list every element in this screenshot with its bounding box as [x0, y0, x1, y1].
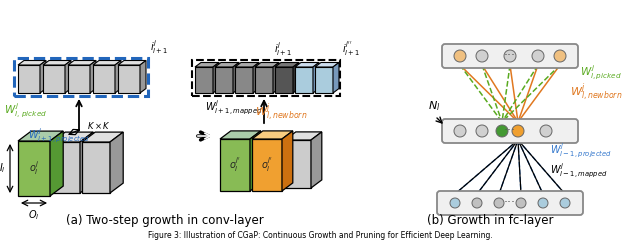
- Polygon shape: [253, 62, 259, 93]
- Polygon shape: [250, 131, 261, 191]
- Circle shape: [494, 198, 504, 208]
- Polygon shape: [18, 65, 40, 93]
- Text: $o^{j'}_{l}$: $o^{j'}_{l}$: [261, 156, 273, 174]
- Polygon shape: [18, 141, 50, 196]
- Polygon shape: [282, 131, 293, 191]
- Polygon shape: [213, 62, 219, 93]
- Text: $W^{j}_{l-1,projected}$: $W^{j}_{l-1,projected}$: [550, 142, 612, 160]
- Text: $W^{j}_{l,\,picked}$: $W^{j}_{l,\,picked}$: [4, 102, 47, 120]
- Text: (b) Growth in fc-layer: (b) Growth in fc-layer: [427, 214, 553, 227]
- Polygon shape: [93, 60, 121, 65]
- Circle shape: [512, 125, 524, 137]
- Text: $W^{j}_{l,newborn}$: $W^{j}_{l,newborn}$: [570, 82, 623, 104]
- Text: $o^{j'}_{l}$: $o^{j'}_{l}$: [229, 156, 241, 174]
- Polygon shape: [195, 67, 213, 93]
- Polygon shape: [18, 60, 46, 65]
- Text: $i^{j}_{l+1}$: $i^{j}_{l+1}$: [274, 41, 292, 59]
- Polygon shape: [140, 60, 146, 93]
- Circle shape: [476, 125, 488, 137]
- FancyBboxPatch shape: [442, 119, 578, 143]
- Polygon shape: [333, 62, 339, 93]
- FancyBboxPatch shape: [442, 44, 578, 68]
- Text: $W^{j}_{l+1,projected}$: $W^{j}_{l+1,projected}$: [28, 127, 90, 145]
- Polygon shape: [40, 60, 46, 93]
- Circle shape: [496, 125, 508, 137]
- Polygon shape: [118, 65, 140, 93]
- Polygon shape: [43, 65, 65, 93]
- Text: $W^{j}_{l-1,mapped}$: $W^{j}_{l-1,mapped}$: [550, 162, 608, 180]
- Polygon shape: [311, 132, 322, 188]
- Polygon shape: [118, 60, 146, 65]
- Text: $i^{j''}_{l+1}$: $i^{j''}_{l+1}$: [342, 40, 360, 59]
- Text: ···: ···: [504, 125, 516, 138]
- Polygon shape: [80, 132, 93, 193]
- Polygon shape: [93, 65, 115, 93]
- Polygon shape: [215, 67, 233, 93]
- Polygon shape: [255, 62, 279, 67]
- Polygon shape: [273, 62, 279, 93]
- Circle shape: [454, 125, 466, 137]
- Circle shape: [472, 198, 482, 208]
- Polygon shape: [115, 60, 121, 93]
- Polygon shape: [295, 62, 319, 67]
- Circle shape: [450, 198, 460, 208]
- Circle shape: [560, 198, 570, 208]
- Circle shape: [538, 198, 548, 208]
- Polygon shape: [315, 67, 333, 93]
- Polygon shape: [275, 67, 293, 93]
- Polygon shape: [195, 62, 219, 67]
- Polygon shape: [252, 131, 293, 139]
- Text: $N_{l}$: $N_{l}$: [428, 99, 440, 113]
- Polygon shape: [82, 142, 110, 193]
- Circle shape: [532, 50, 544, 62]
- Polygon shape: [285, 140, 311, 188]
- Polygon shape: [275, 62, 299, 67]
- Polygon shape: [50, 131, 63, 196]
- Polygon shape: [295, 67, 313, 93]
- Polygon shape: [313, 62, 319, 93]
- Text: $W^{j}_{l,picked}$: $W^{j}_{l,picked}$: [580, 64, 622, 82]
- Text: Figure 3: Illustration of CGaP: Continuous Growth and Pruning for Efficient Deep: Figure 3: Illustration of CGaP: Continuo…: [148, 231, 492, 240]
- Text: ···: ···: [504, 49, 516, 62]
- Text: $K\times K$: $K\times K$: [87, 120, 111, 131]
- Polygon shape: [52, 132, 93, 142]
- Text: (a) Two-step growth in conv-layer: (a) Two-step growth in conv-layer: [66, 214, 264, 227]
- Polygon shape: [293, 62, 299, 93]
- Text: $i^{j}_{l+1}$: $i^{j}_{l+1}$: [150, 39, 168, 56]
- Circle shape: [476, 50, 488, 62]
- Polygon shape: [68, 60, 96, 65]
- Polygon shape: [220, 139, 250, 191]
- Polygon shape: [43, 60, 71, 65]
- Text: $o^{j}_{l}$: $o^{j}_{l}$: [29, 160, 39, 177]
- Polygon shape: [255, 67, 273, 93]
- Polygon shape: [90, 60, 96, 93]
- Polygon shape: [65, 60, 71, 93]
- Text: $W^{j}_{l,newborn}$: $W^{j}_{l,newborn}$: [255, 102, 308, 124]
- Polygon shape: [315, 62, 339, 67]
- Circle shape: [504, 50, 516, 62]
- Polygon shape: [215, 62, 239, 67]
- Text: ···: ···: [504, 196, 516, 209]
- FancyBboxPatch shape: [437, 191, 583, 215]
- Polygon shape: [18, 131, 63, 141]
- Polygon shape: [68, 65, 90, 93]
- Text: $O_{l}$: $O_{l}$: [28, 208, 40, 222]
- Circle shape: [454, 50, 466, 62]
- Polygon shape: [110, 132, 123, 193]
- Circle shape: [540, 125, 552, 137]
- Polygon shape: [52, 142, 80, 193]
- Polygon shape: [82, 132, 123, 142]
- Polygon shape: [235, 62, 259, 67]
- Polygon shape: [252, 139, 282, 191]
- Circle shape: [554, 50, 566, 62]
- Circle shape: [516, 198, 526, 208]
- Polygon shape: [220, 131, 261, 139]
- Polygon shape: [235, 67, 253, 93]
- Text: $W^{j}_{l+1,mapped}$: $W^{j}_{l+1,mapped}$: [205, 99, 263, 117]
- Polygon shape: [233, 62, 239, 93]
- Polygon shape: [285, 132, 322, 140]
- Text: $I_{l}$: $I_{l}$: [0, 162, 6, 175]
